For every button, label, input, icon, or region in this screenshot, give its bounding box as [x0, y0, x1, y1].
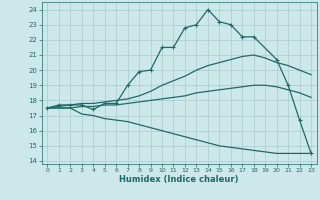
X-axis label: Humidex (Indice chaleur): Humidex (Indice chaleur) — [119, 175, 239, 184]
